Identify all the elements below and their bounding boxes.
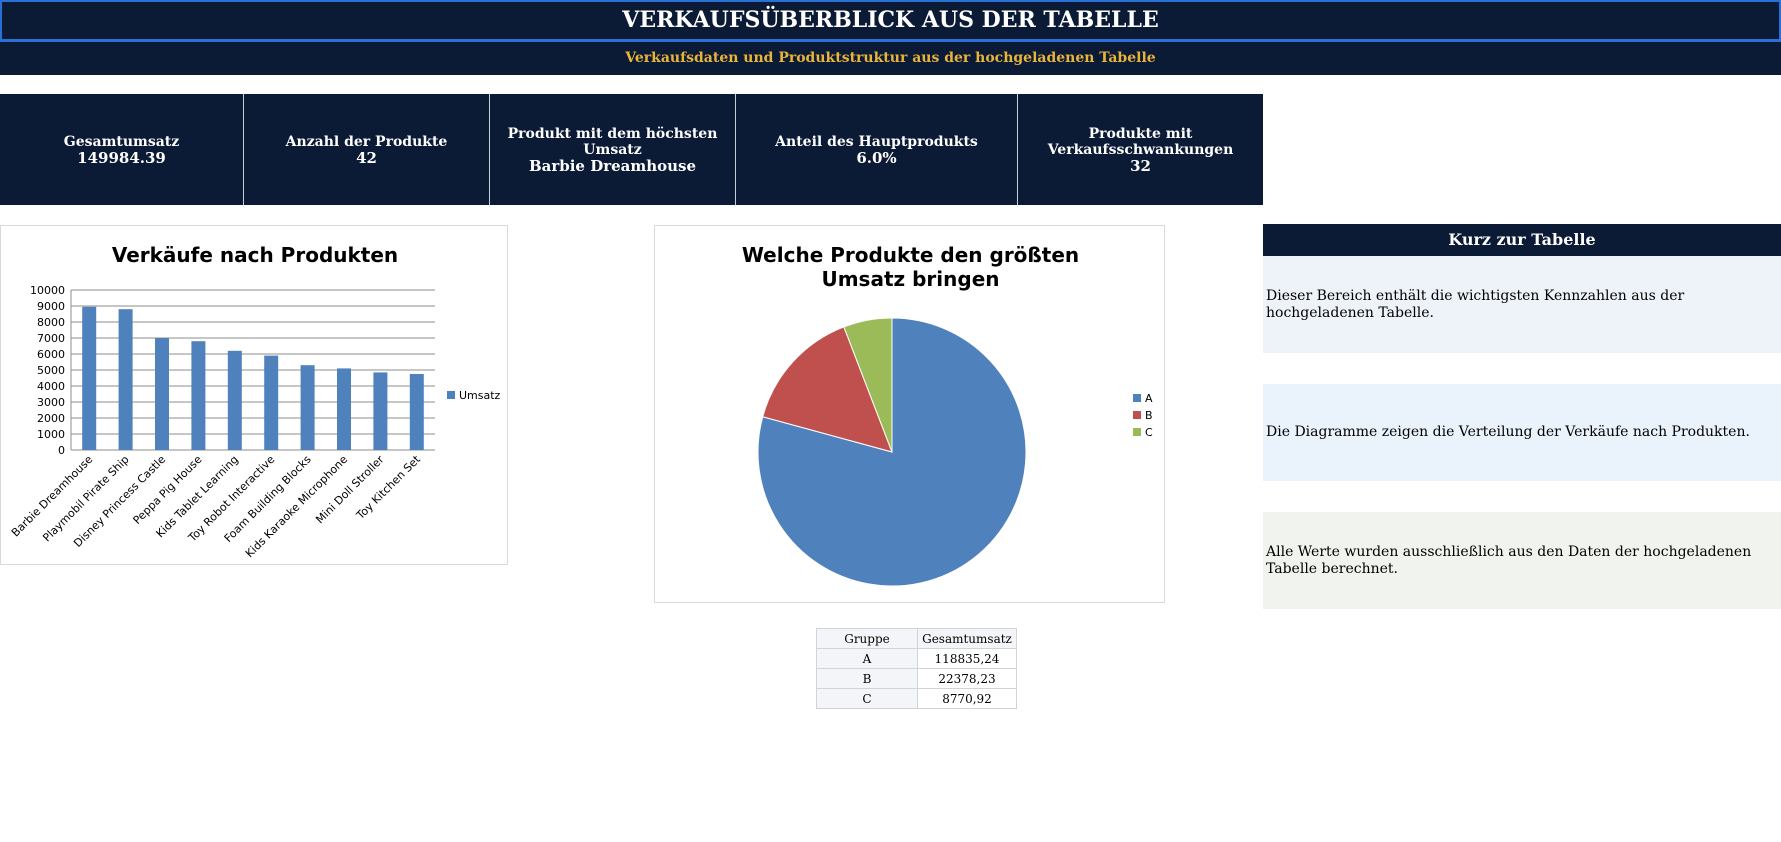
kpi-value: 32 <box>1130 156 1151 175</box>
bar <box>118 309 133 450</box>
legend-swatch <box>1133 411 1141 419</box>
kpi-value: 6.0% <box>856 148 897 167</box>
bar <box>337 368 351 450</box>
y-tick-label: 8000 <box>37 316 65 329</box>
kpi-total-revenue: Gesamtumsatz 149984.39 <box>0 94 243 205</box>
table-header-total: Gesamtumsatz <box>917 628 1017 649</box>
table-cell-group: A <box>816 648 918 669</box>
table-row: A 118835,24 <box>816 648 1017 669</box>
legend-swatch <box>1133 428 1141 436</box>
table-row: C 8770,92 <box>816 688 1017 709</box>
table-cell-total: 22378,23 <box>917 668 1017 689</box>
page-subtitle: Verkaufsdaten und Produktstruktur aus de… <box>0 41 1781 75</box>
legend-label: Umsatz <box>459 389 501 402</box>
table-cell-group: C <box>816 688 918 709</box>
side-note: Dieser Bereich enthält die wichtigsten K… <box>1263 256 1781 353</box>
bar-chart: 0 1000 2000 3000 4000 5000 6000 7000 8000 9000 100… <box>9 284 501 560</box>
table-cell-total: 118835,24 <box>917 648 1017 669</box>
table-row: B 22378,23 <box>816 668 1017 689</box>
table-cell-total: 8770,92 <box>917 688 1017 709</box>
group-summary-table: Gruppe Gesamtumsatz A 118835,24 B 22378,… <box>816 628 1017 709</box>
bar <box>300 365 315 450</box>
kpi-fluctuating-products: Produkte mit Verkaufsschwankungen 32 <box>1017 94 1263 205</box>
kpi-label: Anzahl der Produkte <box>285 133 448 150</box>
legend-label: C <box>1145 426 1153 439</box>
y-tick-label: 3000 <box>37 396 65 409</box>
kpi-value: 42 <box>356 148 377 167</box>
bar <box>373 372 388 450</box>
legend-swatch <box>447 391 455 399</box>
bar <box>155 338 169 450</box>
pie-chart: ABC <box>757 317 1153 587</box>
y-tick-label: 1000 <box>37 428 65 441</box>
y-tick-label: 4000 <box>37 380 65 393</box>
bar <box>264 355 279 450</box>
y-tick-label: 5000 <box>37 364 65 377</box>
y-tick-label: 9000 <box>37 300 65 313</box>
kpi-label: Produkt mit dem höchsten Umsatz <box>507 125 718 158</box>
x-tick-label: Mini Doll Stroller <box>313 453 387 527</box>
y-tick-label: 10000 <box>30 284 65 297</box>
bar <box>409 374 424 450</box>
kpi-value: 149984.39 <box>77 148 166 167</box>
y-tick-label: 7000 <box>37 332 65 345</box>
y-tick-label: 6000 <box>37 348 65 361</box>
kpi-product-count: Anzahl der Produkte 42 <box>243 94 489 205</box>
kpi-label: Gesamtumsatz <box>63 133 180 150</box>
side-panel-title: Kurz zur Tabelle <box>1263 224 1781 256</box>
bar-chart-title: Verkäufe nach Produkten <box>111 243 399 267</box>
y-tick-label: 0 <box>58 444 65 457</box>
table-cell-group: B <box>816 668 918 689</box>
table-header-row: Gruppe Gesamtumsatz <box>816 628 1017 649</box>
pie-slice <box>762 326 893 453</box>
kpi-value: Barbie Dreamhouse <box>528 156 697 175</box>
side-note: Die Diagramme zeigen die Verteilung der … <box>1263 384 1781 481</box>
side-note: Alle Werte wurden ausschließlich aus den… <box>1263 512 1781 609</box>
legend-label: A <box>1145 392 1153 405</box>
pie-slice <box>843 317 893 453</box>
bar <box>227 350 242 450</box>
x-tick-label: Toy Kitchen Set <box>353 452 423 522</box>
kpi-main-product-share: Anteil des Hauptprodukts 6.0% <box>735 94 1017 205</box>
legend-label: B <box>1145 409 1153 422</box>
kpi-label: Produkte mit Verkaufsschwankungen <box>1047 125 1234 158</box>
page-title: VERKAUFSÜBERBLICK AUS DER TABELLE <box>0 0 1781 41</box>
bar <box>191 341 206 450</box>
legend-swatch <box>1133 394 1141 402</box>
pie-chart-panel[interactable]: Welche Produkte den größten Umsatz bring… <box>654 225 1165 603</box>
pie-chart-title: Welche Produkte den größten Umsatz bring… <box>741 243 1080 291</box>
table-header-group: Gruppe <box>816 628 918 649</box>
kpi-top-product: Produkt mit dem höchsten Umsatz Barbie D… <box>489 94 735 205</box>
kpi-label: Anteil des Hauptprodukts <box>775 133 978 150</box>
bar <box>82 306 97 450</box>
bar-chart-panel[interactable]: Verkäufe nach Produkten 0 1000 2000 3000 400… <box>0 225 508 565</box>
y-tick-label: 2000 <box>37 412 65 425</box>
